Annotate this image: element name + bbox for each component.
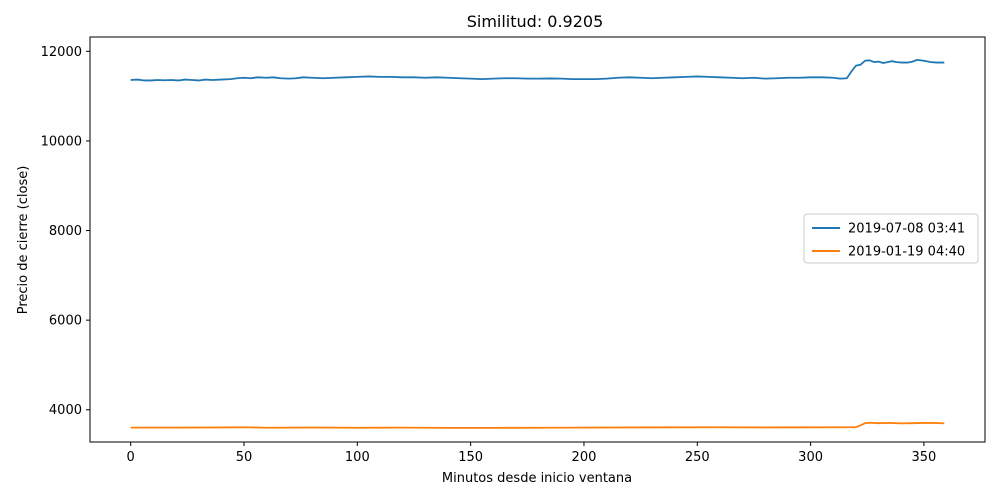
plot-area [130,58,945,429]
y-tick-label: 8000 [49,224,82,239]
x-tick-label: 250 [685,450,710,465]
legend-label-1: 2019-07-08 03:41 [848,222,965,237]
legend: 2019-07-08 03:41 2019-01-19 04:40 [803,213,979,264]
series-line-2 [130,421,945,429]
chart-title: Similitud: 0.9205 [467,12,604,31]
y-tick-label: 4000 [49,403,82,418]
plot-frame [89,36,986,443]
series-line-1 [130,58,945,82]
x-axis-title: Minutos desde inicio ventana [442,471,632,486]
y-tick-label: 6000 [49,314,82,329]
x-tick-label: 50 [236,450,253,465]
x-tick-label: 100 [345,450,370,465]
x-tick-label: 0 [127,450,135,465]
x-tick-label: 350 [912,450,937,465]
y-tick-label: 12000 [41,45,82,60]
y-axis-title: Precio de cierre (close) [16,166,31,315]
legend-box [803,213,979,264]
legend-label-2: 2019-01-19 04:40 [848,245,965,260]
x-tick-label: 200 [572,450,597,465]
x-tick-label: 300 [798,450,823,465]
x-tick-label: 150 [458,450,483,465]
y-tick-label: 10000 [41,134,82,149]
